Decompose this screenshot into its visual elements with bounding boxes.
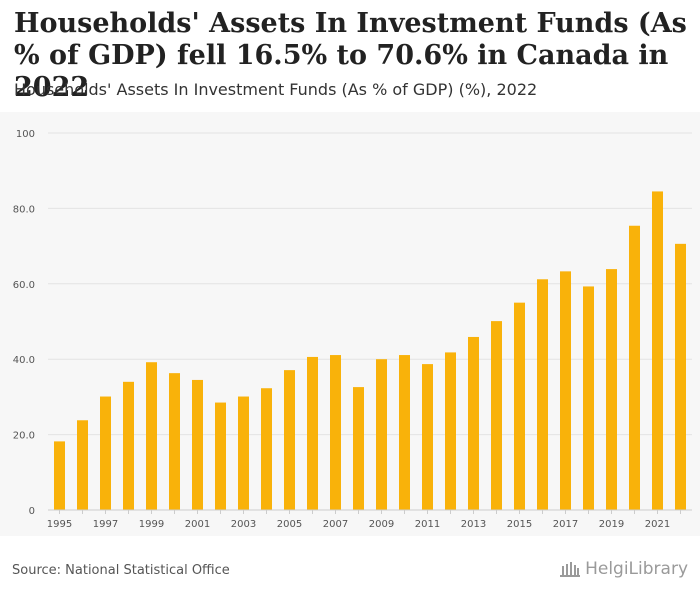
bar-2020 xyxy=(629,225,640,510)
y-tick-label: 40.0 xyxy=(13,355,35,366)
bar-2002 xyxy=(215,402,226,510)
x-tick-label: 2017 xyxy=(553,519,578,530)
x-tick-label: 1999 xyxy=(139,519,164,530)
y-tick-label: 60.0 xyxy=(13,280,35,291)
x-tick-label: 2009 xyxy=(369,519,394,530)
y-tick-label: 0 xyxy=(29,506,35,517)
x-tick-label: 2001 xyxy=(185,519,210,530)
logo-text: HelgiLibrary xyxy=(585,559,688,579)
bar-2009 xyxy=(376,359,387,510)
bar-2000 xyxy=(169,373,180,510)
bar-2017 xyxy=(560,271,571,510)
bar-2003 xyxy=(238,396,249,510)
helgi-library-logo: HelgiLibrary xyxy=(559,559,688,579)
bar-1995 xyxy=(54,441,65,510)
bar-2001 xyxy=(192,379,203,510)
source-note: Source: National Statistical Office xyxy=(12,563,230,578)
bar-2008 xyxy=(353,387,364,510)
bar-chart: 0 20.0 40.0 60.0 80.0 100 1995 1997 1999 2001 2003… xyxy=(13,129,692,530)
library-building-icon xyxy=(559,560,581,578)
y-tick-label: 100 xyxy=(16,129,35,140)
x-tick-label: 2003 xyxy=(231,519,256,530)
bar-2010 xyxy=(399,355,410,510)
bar-1999 xyxy=(146,362,157,510)
bar-2016 xyxy=(537,279,548,510)
bar-2018 xyxy=(583,286,594,510)
x-tick-label: 1997 xyxy=(93,519,118,530)
y-tick-label: 80.0 xyxy=(13,204,35,215)
x-tick-label: 2019 xyxy=(599,519,624,530)
bar-2005 xyxy=(284,370,295,510)
bar-2004 xyxy=(261,388,272,510)
bar-2019 xyxy=(606,269,617,510)
bar-2013 xyxy=(468,336,479,510)
x-tick-label: 1995 xyxy=(47,519,72,530)
chart-subtitle: Households' Assets In Investment Funds (… xyxy=(14,80,538,99)
bar-2021 xyxy=(652,191,663,510)
x-tick-label: 2015 xyxy=(507,519,532,530)
bar-2012 xyxy=(445,352,456,510)
bar-1997 xyxy=(100,396,111,510)
bar-2011 xyxy=(422,364,433,510)
x-tick-label: 2005 xyxy=(277,519,302,530)
x-tick-label: 2007 xyxy=(323,519,348,530)
bar-2007 xyxy=(330,355,341,510)
bar-2006 xyxy=(307,356,318,510)
bar-2022 xyxy=(675,243,686,510)
x-tick-label: 2013 xyxy=(461,519,486,530)
bar-2015 xyxy=(514,302,525,510)
bar-2014 xyxy=(491,321,502,510)
x-tick-label: 2021 xyxy=(645,519,670,530)
y-tick-label: 20.0 xyxy=(13,431,35,442)
bar-1998 xyxy=(123,381,134,510)
bar-1996 xyxy=(77,420,88,510)
x-tick-label: 2011 xyxy=(415,519,440,530)
chart-area: 0 20.0 40.0 60.0 80.0 100 1995 1997 1999 2001 2003… xyxy=(0,112,700,536)
page-title: Households' Assets In Investment Funds (… xyxy=(14,8,687,103)
